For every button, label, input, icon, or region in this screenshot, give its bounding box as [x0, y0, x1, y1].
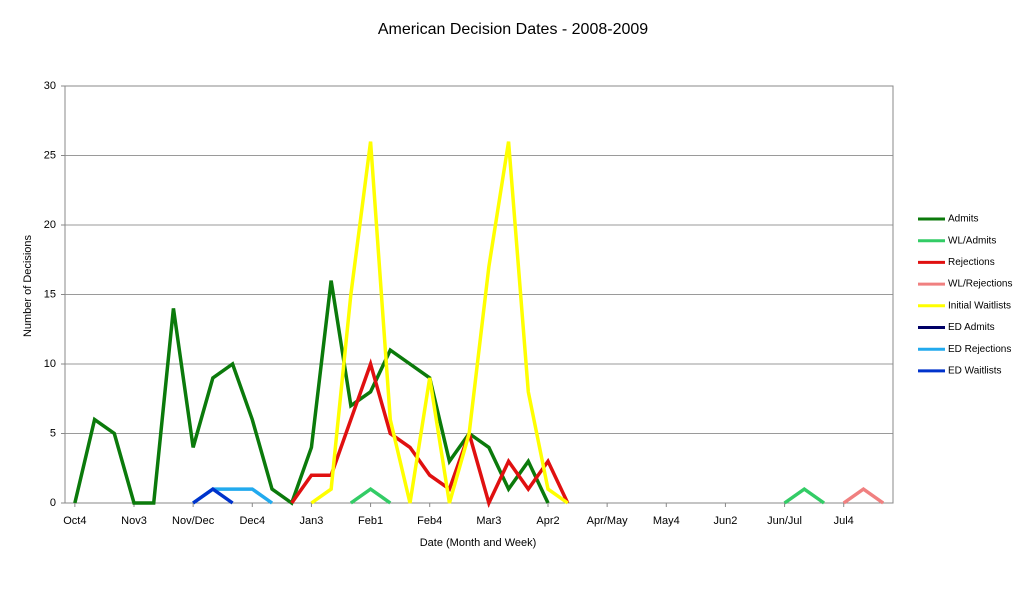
legend-text: ED Admits [948, 322, 995, 333]
y-tick-label: 15 [44, 288, 56, 300]
legend-text: Initial Waitlists [948, 300, 1011, 311]
y-tick-label: 0 [50, 497, 56, 509]
x-tick-label: Oct4 [63, 515, 86, 527]
legend-text: ED Waitlists [948, 366, 1002, 377]
x-tick-label: Apr2 [536, 515, 559, 527]
series-line [842, 486, 885, 505]
legend-text: Admits [948, 214, 979, 225]
series-line [192, 486, 234, 505]
x-axis-label: Date (Month and Week) [420, 537, 537, 549]
y-tick-label: 25 [44, 149, 56, 161]
y-axis-label: Number of Decisions [22, 234, 34, 337]
y-tick-label: 20 [44, 219, 56, 231]
x-tick-label: Apr/May [587, 515, 628, 527]
legend-text: Rejections [948, 257, 995, 268]
x-tick-label: Nov/Dec [172, 515, 215, 527]
chart-title: American Decision Dates - 2008-2009 [378, 21, 648, 38]
series-line [349, 486, 826, 505]
y-tick-label: 30 [44, 80, 56, 92]
x-tick-label: Jun2 [713, 515, 737, 527]
plot-frame [64, 85, 894, 504]
x-tick-label: Jan3 [299, 515, 323, 527]
series-line [290, 358, 570, 508]
x-tick-label: Jun/Jul [767, 515, 802, 527]
x-tick-label: Jul4 [834, 515, 854, 527]
y-tick-label: 10 [44, 358, 56, 370]
x-tick-label: Nov3 [121, 515, 147, 527]
legend-text: WL/Admits [948, 235, 996, 246]
y-tick-label: 5 [50, 427, 56, 439]
x-tick-label: Dec4 [239, 515, 265, 527]
x-tick-label: Mar3 [476, 515, 501, 527]
legend-text: WL/Rejections [948, 279, 1012, 290]
x-tick-label: Feb1 [358, 515, 383, 527]
x-tick-label: Feb4 [417, 515, 442, 527]
x-tick-label: May4 [653, 515, 680, 527]
legend-text: ED Rejections [948, 344, 1011, 355]
series-line [310, 141, 569, 505]
